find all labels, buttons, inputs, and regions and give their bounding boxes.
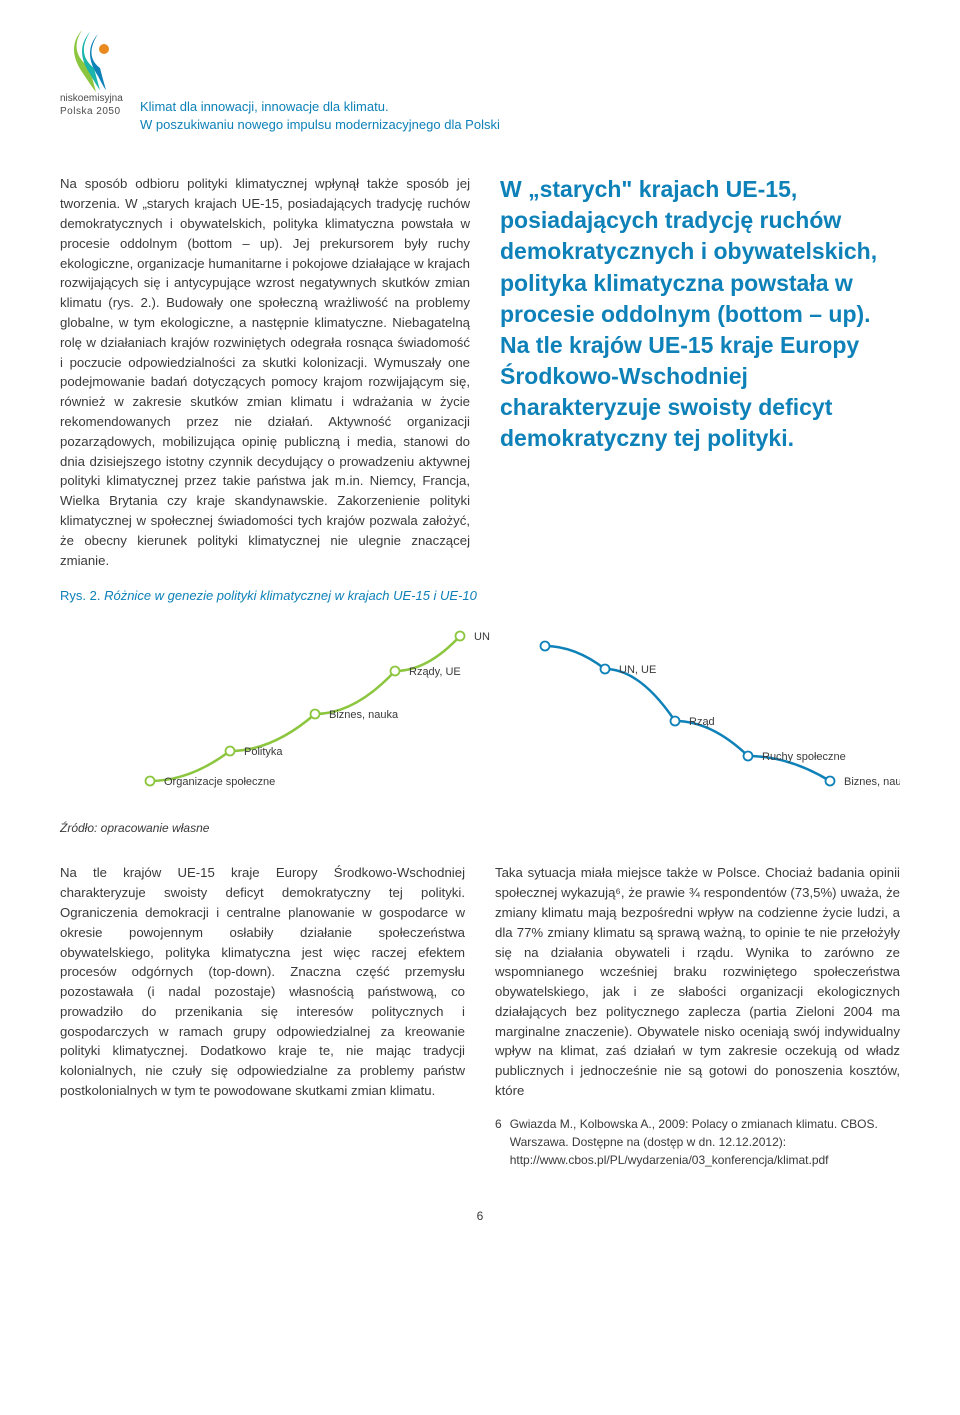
- svg-text:Organizacje społeczne: Organizacje społeczne: [164, 776, 275, 788]
- logo-text: niskoemisyjna Polska 2050: [60, 92, 130, 118]
- svg-text:Rządy, UE: Rządy, UE: [409, 666, 461, 678]
- bottom-right-text: Taka sytuacja miała miejsce także w Pols…: [495, 863, 900, 1101]
- diagram-source: Źródło: opracowanie własne: [60, 821, 900, 835]
- svg-text:Polityka: Polityka: [244, 746, 283, 758]
- tagline-line1: Klimat dla innowacji, innowacje dla klim…: [140, 98, 500, 116]
- svg-text:Biznes, nauka: Biznes, nauka: [844, 776, 900, 788]
- figure-caption: Rys. 2. Różnice w genezie polityki klima…: [60, 588, 480, 603]
- main-two-column: Na sposób odbioru polityki klimatycznej …: [60, 174, 900, 570]
- bottom-right-column: Taka sytuacja miała miejsce także w Pols…: [495, 863, 900, 1169]
- callout-text: W „starych" krajach UE-15, posiadających…: [500, 174, 900, 453]
- page-header: niskoemisyjna Polska 2050 Klimat dla inn…: [60, 30, 900, 134]
- footnote: 6 Gwiazda M., Kolbowska A., 2009: Polacy…: [495, 1115, 900, 1169]
- page-number: 6: [60, 1209, 900, 1223]
- logo-line2: Polska 2050: [60, 105, 130, 118]
- logo-section: niskoemisyjna Polska 2050: [60, 30, 130, 118]
- footnote-number: 6: [495, 1115, 502, 1169]
- svg-text:Rząd: Rząd: [689, 716, 715, 728]
- logo-icon: [68, 30, 120, 92]
- figure-number: Rys. 2.: [60, 588, 100, 603]
- svg-text:UN, UE: UN, UE: [619, 664, 656, 676]
- bottom-left-column: Na tle krajów UE-15 kraje Europy Środkow…: [60, 863, 465, 1169]
- footnote-text: Gwiazda M., Kolbowska A., 2009: Polacy o…: [510, 1115, 900, 1169]
- logo-line1: niskoemisyjna: [60, 92, 130, 105]
- main-left-column: Na sposób odbioru polityki klimatycznej …: [60, 174, 470, 570]
- svg-text:UN: UN: [474, 631, 490, 643]
- tagline-section: Klimat dla innowacji, innowacje dla klim…: [140, 30, 500, 134]
- svg-text:Ruchy społeczne: Ruchy społeczne: [762, 751, 846, 763]
- tagline-line2: W poszukiwaniu nowego impulsu modernizac…: [140, 116, 500, 134]
- main-right-column: W „starych" krajach UE-15, posiadających…: [500, 174, 900, 570]
- bottom-left-text: Na tle krajów UE-15 kraje Europy Środkow…: [60, 863, 465, 1101]
- svg-text:Biznes, nauka: Biznes, nauka: [329, 709, 399, 721]
- diagram-figure: Organizacje społeczne Polityka Biznes, nau…: [60, 611, 900, 811]
- figure-caption-text: Różnice w genezie polityki klimatycznej …: [100, 588, 476, 603]
- bottom-two-column: Na tle krajów UE-15 kraje Europy Środkow…: [60, 863, 900, 1169]
- main-body-text: Na sposób odbioru polityki klimatycznej …: [60, 174, 470, 570]
